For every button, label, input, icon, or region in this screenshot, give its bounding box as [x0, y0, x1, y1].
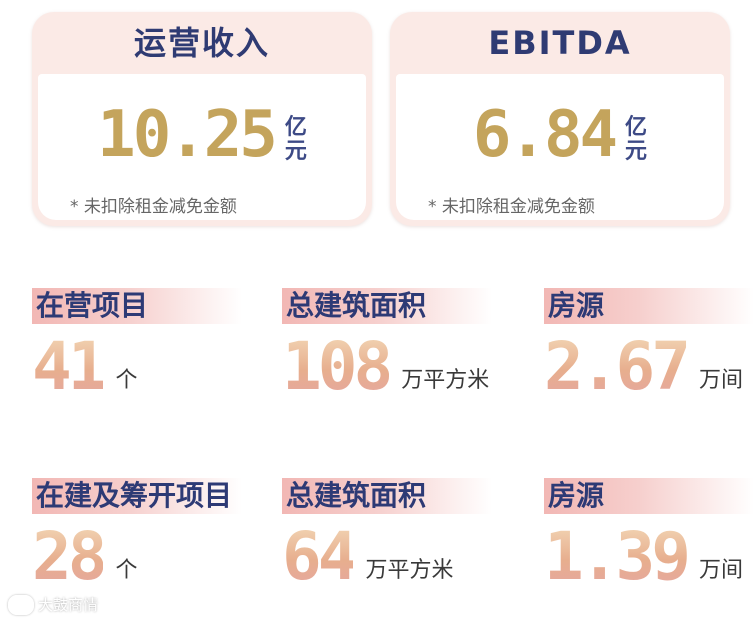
stat-label: 在营项目: [36, 289, 149, 322]
stat-operating-projects: 在营项目 41 个: [32, 288, 242, 404]
stat-value: 28: [32, 518, 108, 595]
revenue-value: 10.25: [97, 98, 278, 172]
stat-label: 房源: [548, 479, 605, 512]
stat-unit: 万间: [698, 558, 743, 583]
ebitda-unit-top: 亿: [625, 115, 648, 140]
stat-label-bar: 在营项目: [32, 288, 242, 324]
stat-unit: 万间: [698, 368, 743, 393]
revenue-unit-bottom: 元: [284, 139, 307, 164]
ebitda-note: * 未扣除租金减免金额: [428, 197, 595, 217]
stat-value-row: 41 个: [32, 330, 242, 404]
stat-value-row: 2.67 万间: [544, 330, 754, 404]
stat-pipeline-floor-area: 总建筑面积 64 万平方米: [282, 478, 492, 594]
watermark-text: 大鼓商情: [38, 596, 99, 614]
ebitda-card: EBITDA 6.84 亿 元 * 未扣除租金减免金额: [390, 12, 730, 226]
ebitda-card-body: 6.84 亿 元 * 未扣除租金减免金额: [396, 74, 724, 220]
watermark: 大鼓商情: [8, 594, 98, 615]
stat-label: 总建筑面积: [286, 289, 427, 322]
stat-label-bar: 房源: [544, 288, 754, 324]
stat-pipeline-projects: 在建及筹开项目 28 个: [32, 478, 242, 594]
stat-unit: 个: [115, 368, 138, 393]
revenue-card-title: 运营收入: [133, 24, 270, 62]
ebitda-unit-bottom: 元: [625, 139, 648, 164]
stat-unit: 万平方米: [365, 558, 454, 583]
stat-unit: 万平方米: [401, 368, 490, 393]
stat-pipeline-rooms: 房源 1.39 万间: [544, 478, 754, 594]
stat-value-row: 108 万平方米: [282, 330, 492, 404]
stat-label: 总建筑面积: [286, 479, 427, 512]
revenue-unit: 亿 元: [285, 116, 307, 164]
stat-label: 房源: [548, 289, 605, 322]
stat-value-row: 28 个: [32, 520, 242, 594]
ebitda-value: 6.84: [472, 98, 618, 172]
stat-value: 108: [282, 328, 393, 405]
stat-unit: 个: [115, 558, 138, 583]
revenue-unit-top: 亿: [284, 115, 307, 140]
watermark-logo-icon: [8, 594, 34, 615]
stat-value-row: 1.39 万间: [544, 520, 754, 594]
stat-value: 64: [282, 518, 358, 595]
stat-label-bar: 总建筑面积: [282, 478, 492, 514]
stat-value: 2.67: [544, 328, 691, 405]
stat-operating-floor-area: 总建筑面积 108 万平方米: [282, 288, 492, 404]
ebitda-value-row: 6.84 亿 元: [396, 100, 724, 170]
revenue-note: * 未扣除租金减免金额: [70, 197, 237, 217]
ebitda-unit: 亿 元: [625, 116, 647, 164]
stat-value-row: 64 万平方米: [282, 520, 492, 594]
ebitda-card-title: EBITDA: [488, 24, 632, 62]
revenue-value-row: 10.25 亿 元: [38, 100, 366, 170]
revenue-card-body: 10.25 亿 元 * 未扣除租金减免金额: [38, 74, 366, 220]
stat-value: 1.39: [544, 518, 691, 595]
revenue-card: 运营收入 10.25 亿 元 * 未扣除租金减免金额: [32, 12, 372, 226]
stat-label-bar: 在建及筹开项目: [32, 478, 242, 514]
stat-label-bar: 房源: [544, 478, 754, 514]
stat-operating-rooms: 房源 2.67 万间: [544, 288, 754, 404]
stat-value: 41: [32, 328, 108, 405]
stat-label-bar: 总建筑面积: [282, 288, 492, 324]
stat-label: 在建及筹开项目: [36, 479, 233, 512]
